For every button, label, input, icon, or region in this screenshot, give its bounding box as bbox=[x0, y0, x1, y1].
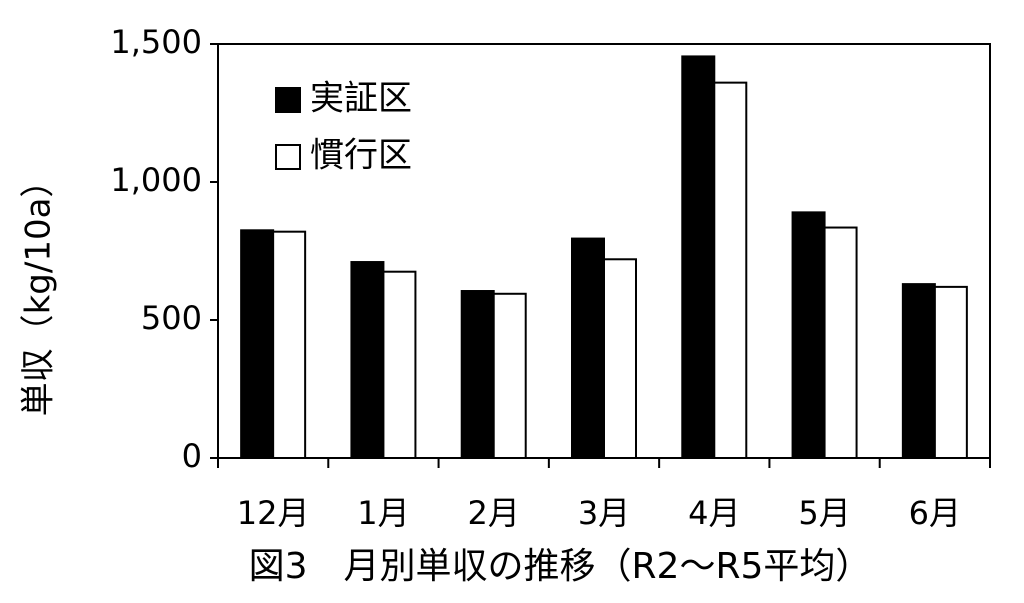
bar bbox=[571, 237, 605, 459]
bar bbox=[272, 230, 307, 459]
bar bbox=[240, 229, 275, 459]
y-tick-label: 1,500 bbox=[110, 23, 202, 61]
legend-swatch bbox=[275, 87, 301, 113]
x-tick-label: 12月 bbox=[237, 494, 310, 532]
bar bbox=[791, 211, 826, 459]
x-tick-label: 1月 bbox=[357, 494, 409, 532]
x-tick-label: 6月 bbox=[909, 494, 961, 532]
x-tick-label: 2月 bbox=[468, 494, 520, 532]
plot-frame bbox=[217, 43, 991, 459]
x-tick-label: 4月 bbox=[688, 494, 740, 532]
y-tick-label: 1,000 bbox=[110, 161, 202, 199]
bar bbox=[681, 55, 716, 459]
chart-title: 図3 月別単収の推移（R2～R5平均） bbox=[249, 546, 872, 587]
bar bbox=[492, 292, 527, 459]
bar bbox=[350, 261, 385, 460]
y-axis-label: 単収（kg/10a） bbox=[19, 164, 59, 417]
x-tick-label: 3月 bbox=[578, 494, 630, 532]
bar bbox=[933, 285, 968, 459]
bar bbox=[713, 81, 748, 459]
bar bbox=[901, 283, 936, 459]
bar bbox=[603, 258, 637, 459]
bar bbox=[460, 290, 495, 459]
bar bbox=[823, 226, 858, 459]
legend-swatch bbox=[275, 144, 301, 170]
legend-label: 慣行区 bbox=[310, 136, 412, 176]
x-tick-label: 5月 bbox=[798, 494, 850, 532]
y-tick-label: 0 bbox=[182, 437, 202, 475]
legend-label: 実証区 bbox=[310, 79, 412, 119]
y-tick-label: 500 bbox=[141, 299, 202, 337]
bar bbox=[382, 270, 417, 460]
